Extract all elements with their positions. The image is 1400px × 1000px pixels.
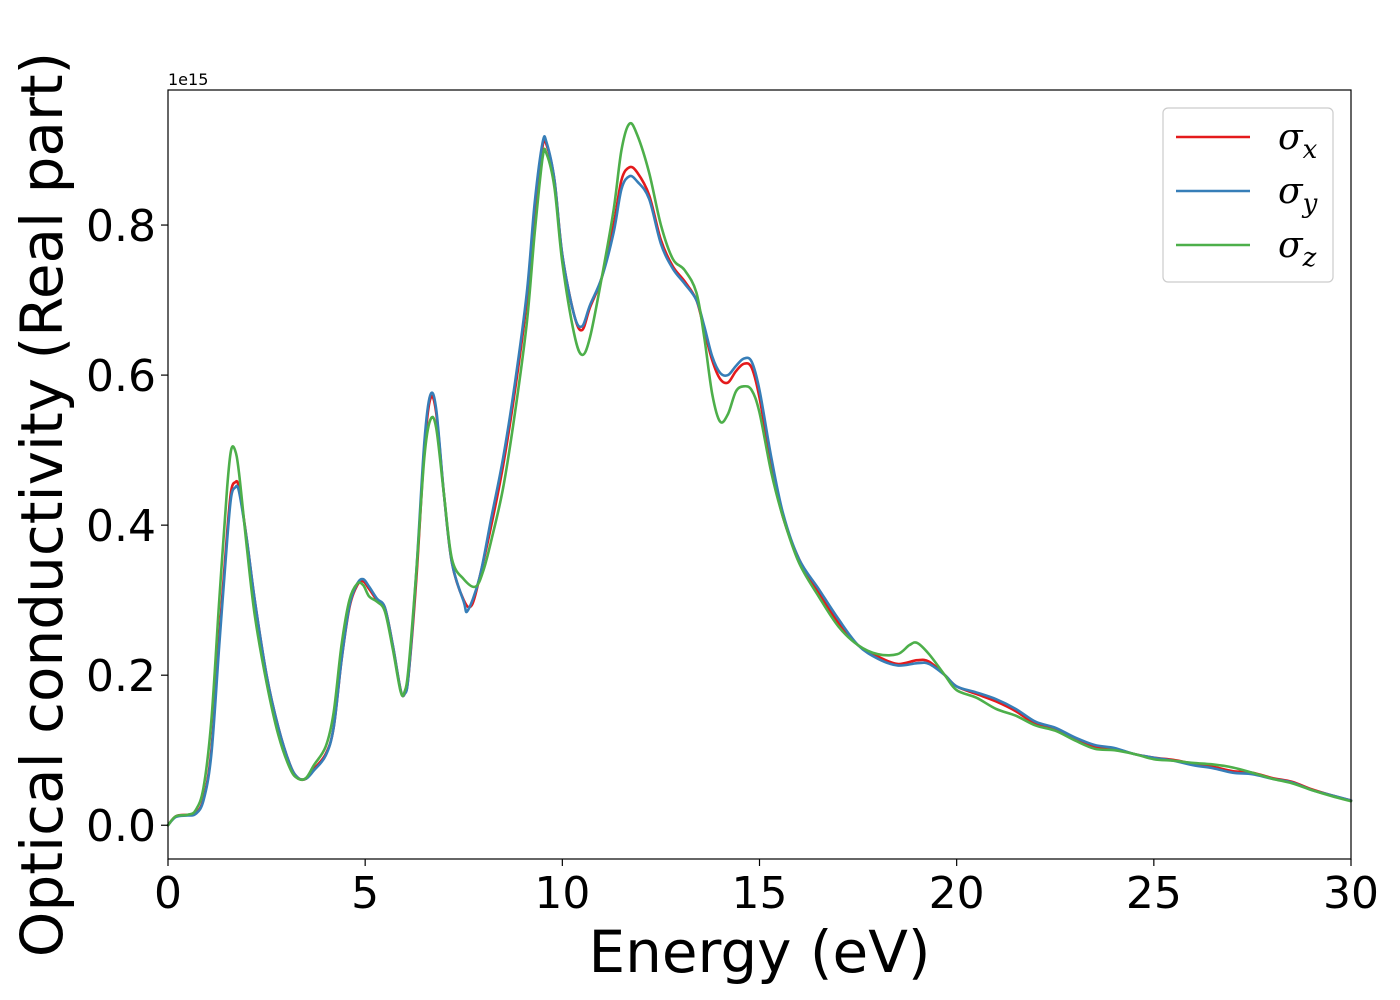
legend-label-subscript: z	[1302, 243, 1317, 273]
y-offset-text: 1e15	[168, 70, 208, 89]
legend-label-sigma-x: σx	[1278, 117, 1318, 165]
x-tick-label: 30	[1323, 868, 1379, 919]
x-tick-label: 20	[929, 868, 985, 919]
series-layer	[166, 121, 1353, 827]
y-tick-label: 0.4	[86, 501, 156, 552]
y-tick-label: 0.2	[86, 651, 156, 702]
legend-label-sigma-y: σy	[1278, 171, 1318, 219]
legend-label-subscript: x	[1303, 135, 1318, 165]
legend-box	[1162, 107, 1334, 283]
y-tick-label: 0.6	[86, 351, 156, 402]
y-tick-label: 0.0	[86, 801, 156, 852]
x-axis-title: Energy (eV)	[588, 918, 930, 986]
y-tick-label: 0.8	[86, 201, 156, 252]
series-line-sigma-z	[166, 121, 1353, 827]
x-tick-label: 5	[351, 868, 379, 919]
y-axis: 0.0 0.2 0.4 0.6 0.8	[86, 201, 168, 852]
legend-label-subscript: y	[1302, 189, 1318, 219]
legend-label-symbol: σ	[1278, 171, 1304, 212]
x-tick-label: 10	[534, 868, 590, 919]
x-axis: 0 5 10 15 20 25 30	[154, 859, 1379, 919]
x-tick-label: 15	[732, 868, 788, 919]
legend-label-symbol: σ	[1278, 225, 1304, 266]
legend-label-sigma-z: σz	[1278, 225, 1317, 273]
legend-label-symbol: σ	[1278, 117, 1304, 158]
y-axis-title: Optical conductivity (Real part)	[8, 52, 76, 957]
x-tick-label: 0	[154, 868, 182, 919]
x-tick-label: 25	[1126, 868, 1182, 919]
